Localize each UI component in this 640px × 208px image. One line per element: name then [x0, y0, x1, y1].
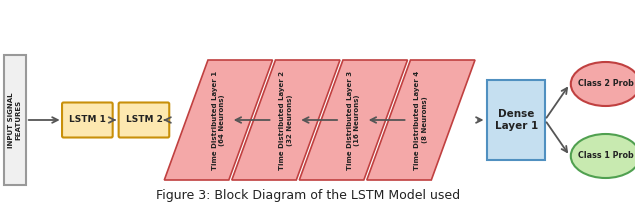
- Bar: [4, 55, 26, 185]
- Text: Time Distributed Layer 4
(8 Neurons): Time Distributed Layer 4 (8 Neurons): [414, 70, 428, 170]
- Text: LSTM 2: LSTM 2: [125, 115, 163, 125]
- Text: INPUT SIGNAL
FEATURES: INPUT SIGNAL FEATURES: [8, 92, 22, 148]
- Ellipse shape: [571, 62, 640, 106]
- Text: Figure 3: Block Diagram of the LSTM Model used: Figure 3: Block Diagram of the LSTM Mode…: [156, 189, 460, 203]
- Text: Time Distributed Layer 1
(64 Neurons): Time Distributed Layer 1 (64 Neurons): [212, 71, 225, 170]
- Text: Class 2 Prob: Class 2 Prob: [577, 79, 634, 88]
- FancyBboxPatch shape: [62, 103, 113, 137]
- Polygon shape: [232, 60, 340, 180]
- Bar: [488, 80, 545, 160]
- Polygon shape: [164, 60, 273, 180]
- Polygon shape: [367, 60, 475, 180]
- Text: Dense
Layer 1: Dense Layer 1: [495, 109, 538, 131]
- Text: Time Distributed Layer 3
(16 Neurons): Time Distributed Layer 3 (16 Neurons): [347, 71, 360, 170]
- Polygon shape: [300, 60, 408, 180]
- Ellipse shape: [571, 134, 640, 178]
- Text: Time Distributed Layer 2
(32 Neurons): Time Distributed Layer 2 (32 Neurons): [279, 71, 292, 170]
- Text: LSTM 1: LSTM 1: [69, 115, 106, 125]
- FancyBboxPatch shape: [118, 103, 169, 137]
- Text: Class 1 Prob: Class 1 Prob: [578, 151, 634, 161]
